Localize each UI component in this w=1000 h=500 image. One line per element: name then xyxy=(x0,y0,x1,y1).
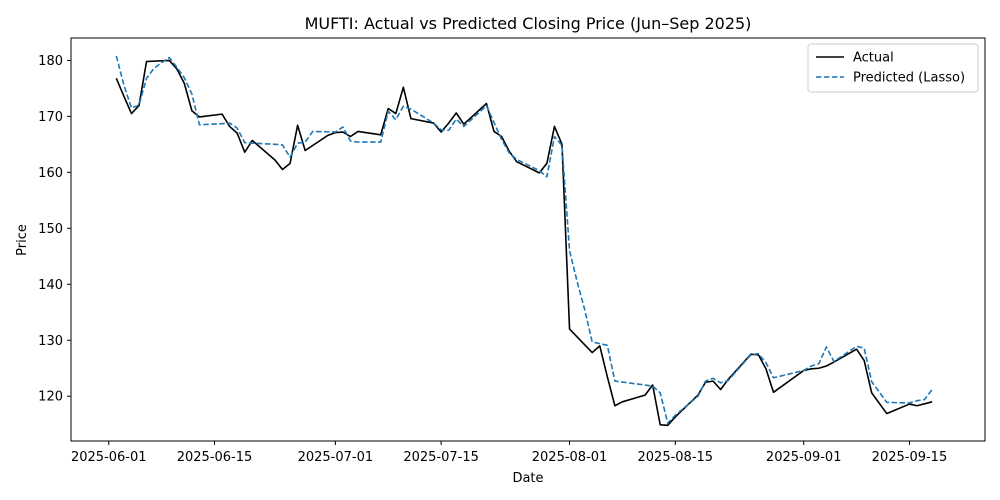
legend-label: Predicted (Lasso) xyxy=(853,71,965,86)
y-axis-title: Price xyxy=(15,224,30,256)
y-tick-label: 160 xyxy=(38,166,63,181)
series-line-actual xyxy=(115,59,933,427)
x-tick-label: 2025-07-15 xyxy=(403,450,479,465)
plot-series xyxy=(115,55,933,427)
y-tick-label: 150 xyxy=(38,222,63,237)
x-tick-label: 2025-08-15 xyxy=(638,450,714,465)
x-tick-label: 2025-09-01 xyxy=(766,450,842,465)
legend-label: Actual xyxy=(853,51,894,66)
plot-area-frame xyxy=(70,37,986,442)
x-tick-label: 2025-07-01 xyxy=(298,450,374,465)
x-tick-label: 2025-06-15 xyxy=(177,450,253,465)
x-tick-label: 2025-08-01 xyxy=(532,450,608,465)
y-tick-label: 170 xyxy=(38,110,63,125)
x-tick-label: 2025-06-01 xyxy=(71,450,147,465)
y-tick-label: 120 xyxy=(38,390,63,405)
legend-box xyxy=(807,43,979,93)
x-axis-title: Date xyxy=(512,471,543,486)
legend: Actual Predicted (Lasso) xyxy=(807,43,979,93)
y-tick-label: 140 xyxy=(38,278,63,293)
y-tick-label: 180 xyxy=(38,54,63,69)
chart-title: MUFTI: Actual vs Predicted Closing Price… xyxy=(305,14,752,33)
axes: 2025-06-01 2025-06-15 2025-07-01 2025-07-15… xyxy=(38,54,947,465)
x-tick-label: 2025-09-15 xyxy=(872,450,948,465)
y-tick-label: 130 xyxy=(38,334,63,349)
